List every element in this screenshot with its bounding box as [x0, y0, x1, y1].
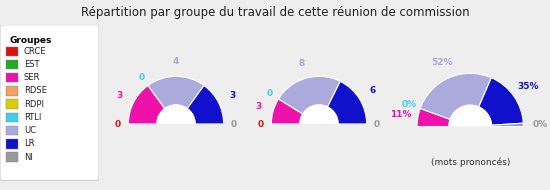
Text: 11%: 11%	[390, 110, 412, 119]
Text: 0: 0	[258, 120, 264, 129]
Text: 52%: 52%	[432, 58, 453, 67]
Text: UC: UC	[24, 126, 36, 135]
Bar	[6, 100, 18, 109]
Text: 0: 0	[139, 73, 145, 82]
Text: 4: 4	[173, 57, 179, 66]
Text: EST: EST	[24, 60, 39, 69]
Text: 35%: 35%	[517, 82, 538, 91]
Wedge shape	[478, 78, 523, 125]
Bar	[6, 86, 18, 96]
Circle shape	[157, 105, 195, 143]
Bar	[6, 113, 18, 122]
Wedge shape	[420, 73, 491, 119]
Wedge shape	[417, 108, 450, 127]
Bar	[6, 73, 18, 82]
Bar	[6, 139, 18, 149]
Wedge shape	[271, 99, 303, 124]
Text: 0: 0	[115, 120, 121, 129]
Wedge shape	[299, 124, 339, 144]
Bar	[6, 152, 18, 162]
Text: 0%: 0%	[533, 120, 548, 129]
Text: 3: 3	[117, 91, 123, 100]
Text: NI: NI	[24, 153, 32, 162]
Text: Temps de parole
(mots prononcés): Temps de parole (mots prononcés)	[431, 147, 510, 167]
Text: 0: 0	[267, 89, 273, 98]
Circle shape	[300, 105, 338, 143]
Bar	[6, 60, 18, 69]
Text: RTLI: RTLI	[24, 113, 41, 122]
Wedge shape	[492, 123, 524, 127]
Wedge shape	[128, 86, 165, 124]
Text: CRCE: CRCE	[24, 47, 46, 56]
Text: 0: 0	[374, 120, 380, 129]
Bar	[6, 47, 18, 56]
Wedge shape	[187, 86, 224, 124]
Text: 0: 0	[231, 120, 237, 129]
Wedge shape	[278, 76, 340, 114]
Text: 6: 6	[370, 86, 376, 95]
Text: 3: 3	[255, 102, 262, 111]
Text: SER: SER	[24, 73, 40, 82]
Bar	[6, 126, 18, 135]
FancyBboxPatch shape	[0, 25, 99, 180]
Circle shape	[449, 105, 492, 148]
Text: Interventions: Interventions	[289, 142, 349, 151]
Text: 0%: 0%	[402, 100, 417, 109]
Wedge shape	[327, 81, 367, 124]
Text: LR: LR	[24, 139, 34, 148]
Text: Répartition par groupe du travail de cette réunion de commission: Répartition par groupe du travail de cet…	[81, 6, 469, 19]
Wedge shape	[148, 76, 204, 109]
Wedge shape	[448, 127, 493, 149]
Wedge shape	[156, 124, 196, 144]
Text: RDPI: RDPI	[24, 100, 44, 109]
Text: Présents: Présents	[157, 142, 195, 151]
Text: 3: 3	[229, 91, 235, 100]
Text: RDSE: RDSE	[24, 86, 47, 95]
Text: 8: 8	[299, 59, 305, 68]
Text: Groupes: Groupes	[10, 36, 52, 45]
